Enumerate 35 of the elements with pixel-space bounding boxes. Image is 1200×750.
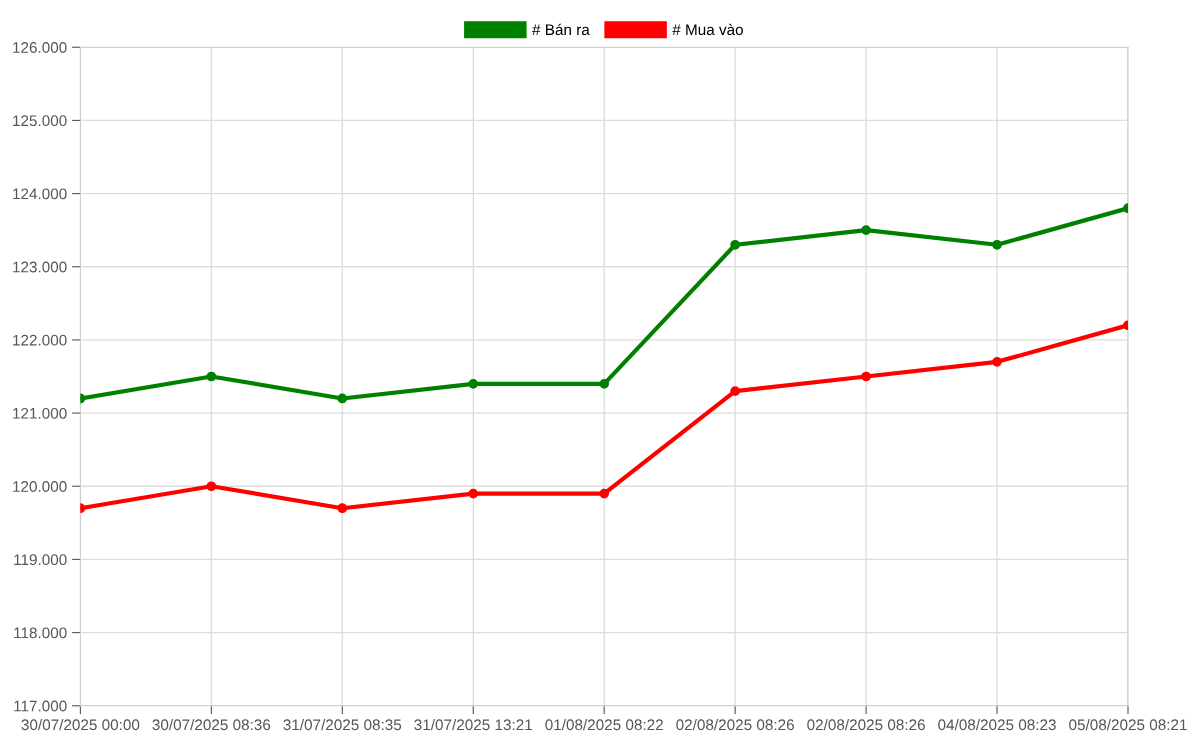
x-tick-label: 05/08/2025 08:21 — [1069, 718, 1187, 731]
x-tick-label: 04/08/2025 08:23 — [938, 718, 1056, 731]
point — [337, 503, 348, 514]
legend-label: # Bán ra — [532, 23, 590, 36]
x-tick-label: 31/07/2025 08:35 — [283, 718, 402, 731]
y-tick-label: 122.000 — [13, 334, 67, 346]
x-tick-label: 02/08/2025 08:26 — [676, 718, 794, 731]
y-tick-label: 125.000 — [13, 115, 67, 127]
x-tick-label: 30/07/2025 08:36 — [152, 718, 271, 731]
legend-label: # Mua vào — [672, 23, 743, 36]
x-tick-label: 30/07/2025 00:00 — [21, 718, 140, 731]
x-tick-label: 02/08/2025 08:26 — [807, 718, 925, 731]
x-tick-label: 31/07/2025 13:21 — [414, 718, 532, 731]
y-tick-label: 118.000 — [14, 627, 67, 639]
point — [730, 386, 741, 396]
y-tick-label: 123.000 — [13, 261, 67, 273]
y-tick-label: 126.000 — [13, 42, 67, 53]
y-tick-label: 117.000 — [14, 700, 67, 712]
point — [861, 371, 871, 382]
point — [992, 357, 1002, 367]
y-tick-label: 119.000 — [14, 554, 67, 566]
x-tick-label: 01/08/2025 08:22 — [545, 718, 663, 731]
point — [468, 488, 479, 499]
y-tick-label: 124.000 — [13, 188, 67, 200]
y-tick-label: 120.000 — [13, 481, 67, 492]
point — [206, 481, 217, 492]
point — [992, 239, 1002, 250]
point — [861, 225, 871, 236]
point — [730, 239, 741, 250]
point — [599, 378, 610, 389]
y-tick-label: 121.000 — [13, 407, 67, 419]
point — [206, 371, 217, 382]
point — [337, 393, 348, 404]
point — [599, 488, 610, 499]
point — [468, 378, 479, 389]
